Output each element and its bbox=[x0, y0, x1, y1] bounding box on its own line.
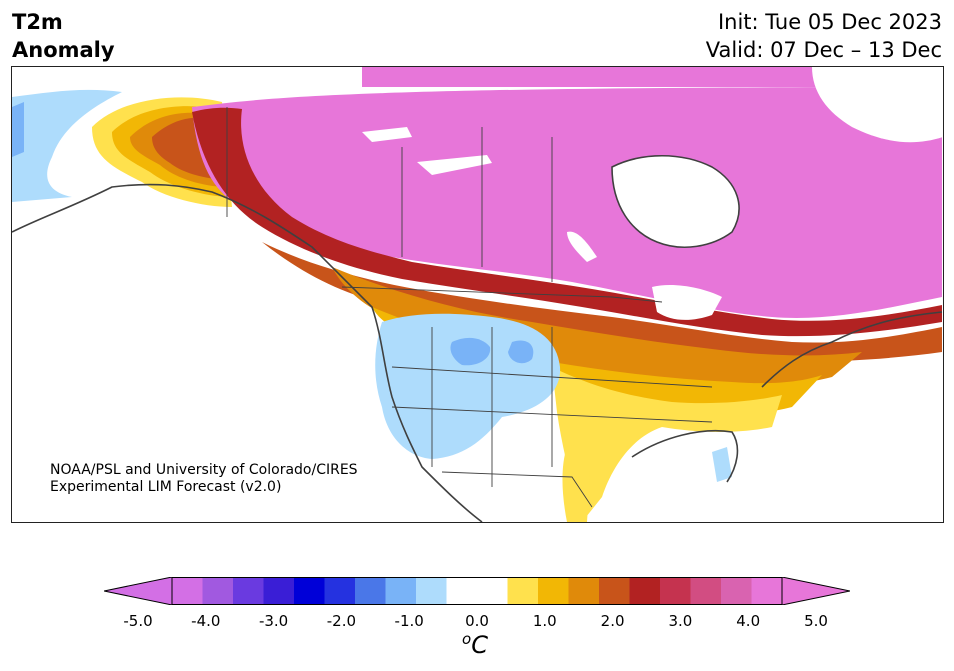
warm-band-7 bbox=[332, 267, 862, 390]
cold-anomaly-nw bbox=[12, 89, 122, 202]
map-canvas bbox=[12, 67, 943, 522]
warm-band-5 bbox=[192, 107, 942, 337]
colorbar-cell bbox=[477, 577, 508, 605]
colorbar-tick-label: -3.0 bbox=[258, 612, 289, 630]
colorbar-cell bbox=[172, 577, 203, 605]
title-line-1: T2m bbox=[12, 10, 63, 34]
anomaly-map: NOAA/PSL and University of Colorado/CIRE… bbox=[11, 66, 944, 523]
init-date: Init: Tue 05 Dec 2023 bbox=[717, 10, 942, 34]
baffin-bay bbox=[812, 67, 943, 143]
colorbar-tick-label: 4.0 bbox=[736, 612, 761, 630]
credit-line-1: NOAA/PSL and University of Colorado/CIRE… bbox=[50, 462, 358, 478]
data-credit: NOAA/PSL and University of Colorado/CIRE… bbox=[50, 462, 358, 496]
colorbar-tick-label: 1.0 bbox=[532, 612, 557, 630]
colorbar-cell bbox=[385, 577, 417, 605]
colorbar bbox=[104, 577, 850, 605]
colorbar-cell bbox=[446, 577, 478, 605]
hudson-bay bbox=[612, 155, 740, 248]
colorbar-cell bbox=[355, 577, 386, 605]
colorbar-cell bbox=[416, 577, 447, 605]
colorbar-cell bbox=[660, 577, 691, 605]
colorbar-border bbox=[171, 577, 783, 605]
valid-range: Valid: 07 Dec – 13 Dec bbox=[705, 38, 942, 62]
colorbar-cell bbox=[599, 577, 630, 605]
colorbar-cell bbox=[538, 577, 569, 605]
unit-base: C bbox=[471, 631, 488, 659]
strong-warm-anomaly-canada bbox=[192, 87, 942, 318]
coastlines bbox=[12, 155, 943, 522]
warm-band-8 bbox=[372, 307, 822, 417]
great-slave-lake bbox=[417, 155, 492, 175]
political-borders bbox=[226, 107, 713, 508]
colorbar-tick-label: -1.0 bbox=[394, 612, 424, 630]
colorbar-cell bbox=[751, 577, 783, 605]
colorbar-tick-label: -2.0 bbox=[326, 612, 357, 630]
credit-line-2: Experimental LIM Forecast (v2.0) bbox=[50, 479, 282, 495]
colorbar-cell bbox=[233, 577, 264, 605]
colorbar-tick-label: 2.0 bbox=[600, 612, 625, 630]
unit-label: oC bbox=[462, 630, 488, 659]
great-lakes bbox=[652, 285, 722, 320]
colorbar-tick-label: 0.0 bbox=[465, 612, 489, 630]
colorbar-cells bbox=[172, 577, 783, 605]
colorbar-cell bbox=[690, 577, 722, 605]
strong-warm-anomaly-arctic bbox=[362, 67, 942, 87]
cold-anomaly-florida bbox=[712, 447, 732, 482]
colorbar-tick-label: 5.0 bbox=[804, 612, 828, 630]
colorbar-cell bbox=[202, 577, 234, 605]
colorbar-cell bbox=[568, 577, 600, 605]
colorbar-cell bbox=[629, 577, 661, 605]
colorbar-cell bbox=[721, 577, 752, 605]
map-title: T2m Anomaly bbox=[12, 8, 115, 64]
colorbar-cell bbox=[507, 577, 539, 605]
colorbar-max-arrow bbox=[781, 577, 850, 605]
warm-band-9 bbox=[552, 367, 782, 522]
forecast-dates: Init: Tue 05 Dec 2023 Valid: 07 Dec – 13… bbox=[706, 8, 942, 64]
colorbar-cell bbox=[263, 577, 295, 605]
title-line-2: Anomaly bbox=[12, 38, 115, 62]
colorbar-tick-label: -5.0 bbox=[123, 612, 153, 630]
lake-winnipeg bbox=[567, 231, 597, 262]
colorbar-cell bbox=[294, 577, 325, 605]
unit-superscript: o bbox=[462, 630, 472, 648]
colorbar-min-arrow bbox=[104, 577, 173, 605]
colorbar-tick-label: -4.0 bbox=[191, 612, 221, 630]
great-bear-lake bbox=[362, 127, 412, 142]
colorbar-tick-label: 3.0 bbox=[668, 612, 693, 630]
colorbar-cell bbox=[324, 577, 356, 605]
cold-anomaly-core-2 bbox=[508, 340, 534, 364]
cold-anomaly-core-1 bbox=[450, 337, 491, 366]
cold-anomaly-core-nw bbox=[12, 102, 24, 157]
